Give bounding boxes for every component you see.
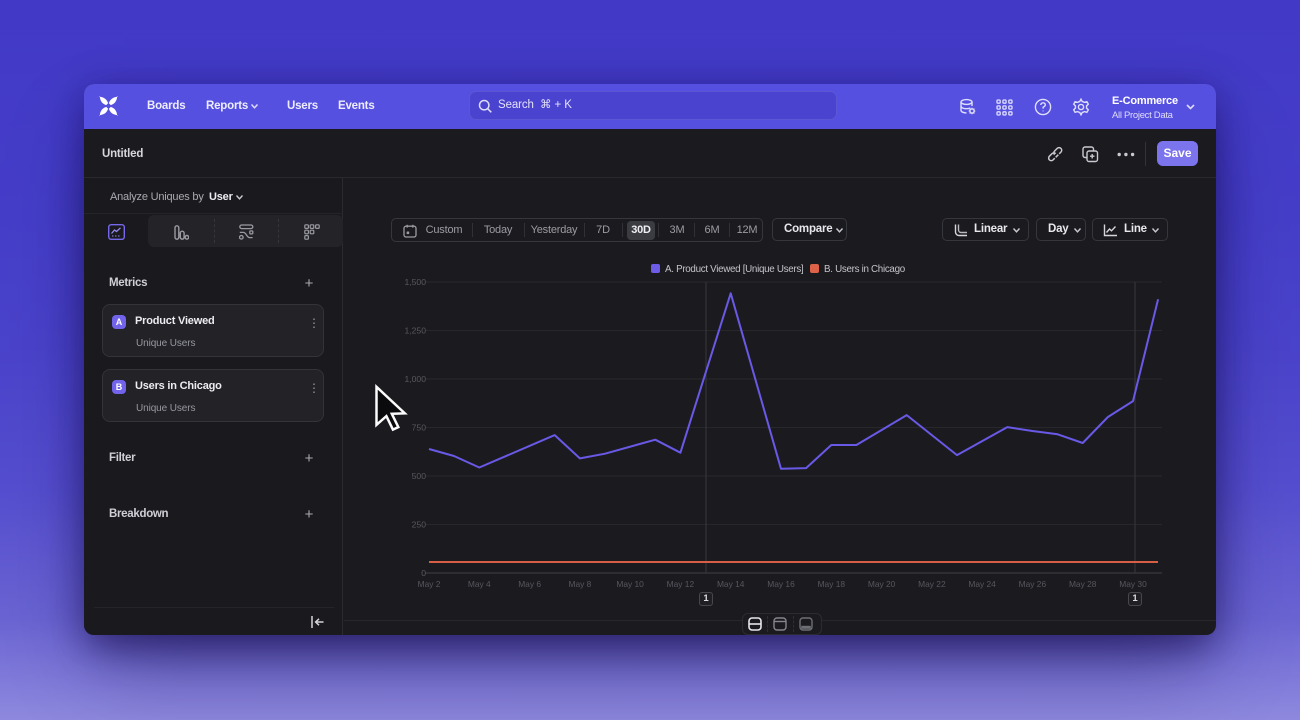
svg-text:May 18: May 18 [818, 579, 846, 589]
svg-text:250: 250 [412, 520, 427, 530]
svg-text:May 28: May 28 [1069, 579, 1097, 589]
svg-text:May 16: May 16 [767, 579, 795, 589]
svg-text:May 30: May 30 [1119, 579, 1147, 589]
svg-text:May 12: May 12 [667, 579, 695, 589]
svg-text:0: 0 [421, 568, 426, 578]
svg-text:1,250: 1,250 [404, 326, 426, 336]
svg-text:May 10: May 10 [616, 579, 644, 589]
svg-text:May 22: May 22 [918, 579, 946, 589]
svg-text:May 8: May 8 [568, 579, 591, 589]
svg-text:1,500: 1,500 [404, 277, 426, 287]
svg-text:500: 500 [412, 471, 427, 481]
svg-text:May 14: May 14 [717, 579, 745, 589]
svg-text:May 6: May 6 [518, 579, 541, 589]
svg-text:May 24: May 24 [968, 579, 996, 589]
svg-text:May 20: May 20 [868, 579, 896, 589]
svg-text:1,000: 1,000 [404, 374, 426, 384]
svg-text:May 4: May 4 [468, 579, 491, 589]
svg-text:May 26: May 26 [1019, 579, 1047, 589]
svg-text:750: 750 [412, 423, 427, 433]
svg-text:May 2: May 2 [418, 579, 441, 589]
